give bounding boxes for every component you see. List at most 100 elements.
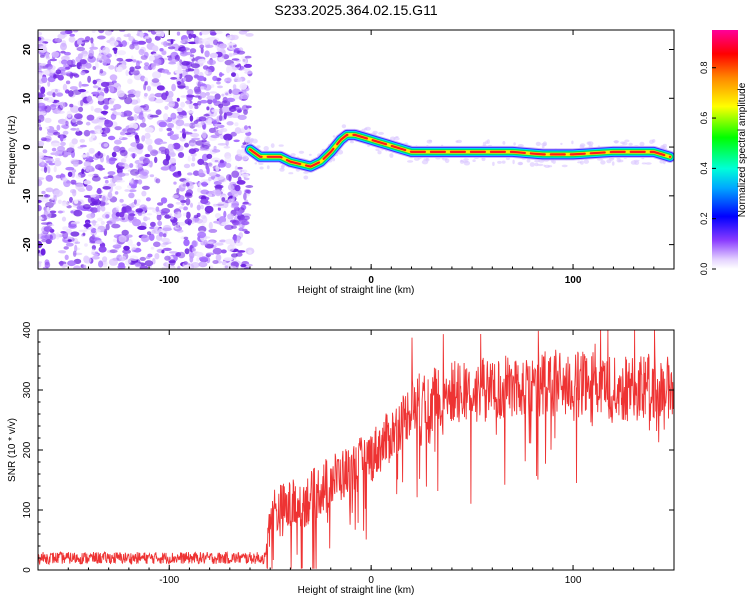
noise-speckle bbox=[106, 53, 112, 58]
colorbar-tick-label: 0.0 bbox=[699, 263, 709, 276]
noise-speckle bbox=[136, 143, 144, 150]
noise-speckle bbox=[200, 47, 204, 54]
ridge-halo-speckle bbox=[611, 161, 615, 166]
noise-speckle bbox=[82, 204, 91, 210]
noise-speckle bbox=[146, 217, 151, 221]
noise-speckle bbox=[166, 71, 171, 75]
noise-speckle bbox=[143, 216, 148, 222]
spectrogram-x-label: Height of straight line (km) bbox=[298, 285, 415, 296]
noise-speckle bbox=[76, 46, 86, 52]
noise-speckle bbox=[97, 87, 101, 91]
noise-speckle bbox=[133, 150, 139, 153]
noise-speckle bbox=[115, 206, 120, 211]
ridge-halo-speckle bbox=[583, 159, 589, 164]
noise-speckle bbox=[69, 103, 74, 108]
ridge-halo-speckle bbox=[641, 162, 647, 165]
noise-speckle bbox=[79, 144, 87, 148]
noise-speckle bbox=[205, 91, 210, 96]
noise-speckle bbox=[217, 85, 223, 89]
noise-speckle bbox=[159, 48, 164, 52]
noise-speckle bbox=[118, 235, 127, 243]
noise-speckle bbox=[204, 50, 210, 58]
noise-speckle bbox=[155, 206, 160, 212]
noise-speckle bbox=[160, 237, 170, 243]
noise-speckle bbox=[127, 213, 134, 221]
noise-speckle bbox=[221, 106, 230, 114]
noise-speckle bbox=[66, 110, 72, 118]
ridge-halo-speckle bbox=[639, 141, 645, 147]
noise-speckle bbox=[242, 201, 250, 205]
noise-speckle bbox=[113, 47, 118, 55]
noise-speckle bbox=[154, 253, 160, 260]
noise-speckle bbox=[41, 238, 47, 243]
noise-speckle bbox=[234, 127, 242, 134]
noise-speckle bbox=[62, 83, 68, 91]
noise-speckle bbox=[125, 58, 133, 62]
noise-speckle bbox=[60, 173, 66, 178]
noise-speckle bbox=[183, 261, 188, 265]
ridge-halo-speckle bbox=[377, 150, 382, 155]
noise-speckle bbox=[53, 159, 62, 167]
noise-speckle bbox=[149, 226, 155, 230]
ridge-halo-speckle bbox=[486, 139, 490, 145]
noise-speckle bbox=[236, 149, 246, 157]
colorbar-label: Normalized spectral amplitude bbox=[737, 82, 748, 217]
noise-speckle bbox=[143, 51, 149, 59]
noise-speckle bbox=[240, 92, 250, 100]
noise-speckle bbox=[221, 249, 227, 254]
noise-speckle bbox=[218, 103, 224, 109]
ridge-halo-speckle bbox=[482, 141, 486, 147]
noise-speckle bbox=[160, 166, 170, 171]
noise-speckle bbox=[193, 170, 200, 176]
noise-speckle bbox=[206, 166, 210, 175]
x-tick-label: 0 bbox=[368, 575, 374, 586]
noise-speckle bbox=[225, 97, 236, 103]
noise-speckle bbox=[82, 232, 86, 236]
noise-speckle bbox=[150, 149, 158, 156]
noise-speckle bbox=[117, 172, 126, 177]
noise-speckle bbox=[162, 159, 170, 166]
noise-speckle bbox=[163, 113, 169, 121]
noise-speckle bbox=[170, 39, 174, 44]
ridge-halo-speckle bbox=[624, 139, 630, 143]
ridge-halo-speckle bbox=[407, 160, 414, 163]
noise-speckle bbox=[70, 72, 78, 77]
noise-speckle bbox=[228, 89, 232, 94]
noise-speckle bbox=[115, 212, 121, 217]
noise-speckle bbox=[92, 66, 97, 70]
ridge-halo-speckle bbox=[444, 158, 450, 164]
y-tick-label: 200 bbox=[22, 441, 33, 458]
y-tick-label: 0 bbox=[22, 567, 33, 573]
noise-speckle bbox=[45, 52, 50, 59]
noise-speckle bbox=[96, 116, 105, 123]
noise-speckle bbox=[40, 235, 50, 240]
noise-speckle bbox=[122, 164, 129, 167]
noise-speckle bbox=[207, 117, 212, 126]
noise-speckle bbox=[228, 52, 233, 58]
noise-speckle bbox=[45, 126, 50, 130]
noise-speckle bbox=[199, 99, 208, 104]
noise-speckle bbox=[118, 262, 125, 268]
ridge-halo-speckle bbox=[512, 159, 515, 165]
noise-speckle bbox=[93, 253, 99, 256]
noise-speckle bbox=[154, 92, 164, 98]
noise-speckle bbox=[154, 138, 164, 145]
noise-speckle bbox=[171, 52, 175, 60]
colorbar-tick-label: 0.2 bbox=[699, 212, 709, 225]
noise-speckle bbox=[162, 224, 172, 232]
noise-speckle bbox=[91, 175, 101, 182]
noise-speckle bbox=[38, 177, 45, 181]
noise-speckle bbox=[136, 241, 141, 247]
noise-speckle bbox=[158, 127, 163, 132]
noise-speckle bbox=[84, 36, 91, 42]
noise-speckle bbox=[173, 181, 177, 185]
noise-speckle bbox=[130, 202, 135, 209]
snr-series-line bbox=[38, 330, 674, 569]
noise-speckle bbox=[129, 180, 134, 184]
noise-speckle bbox=[50, 103, 57, 111]
noise-speckle bbox=[70, 127, 77, 131]
noise-speckle bbox=[182, 206, 188, 211]
noise-speckle bbox=[56, 110, 65, 114]
noise-speckle bbox=[131, 184, 137, 189]
